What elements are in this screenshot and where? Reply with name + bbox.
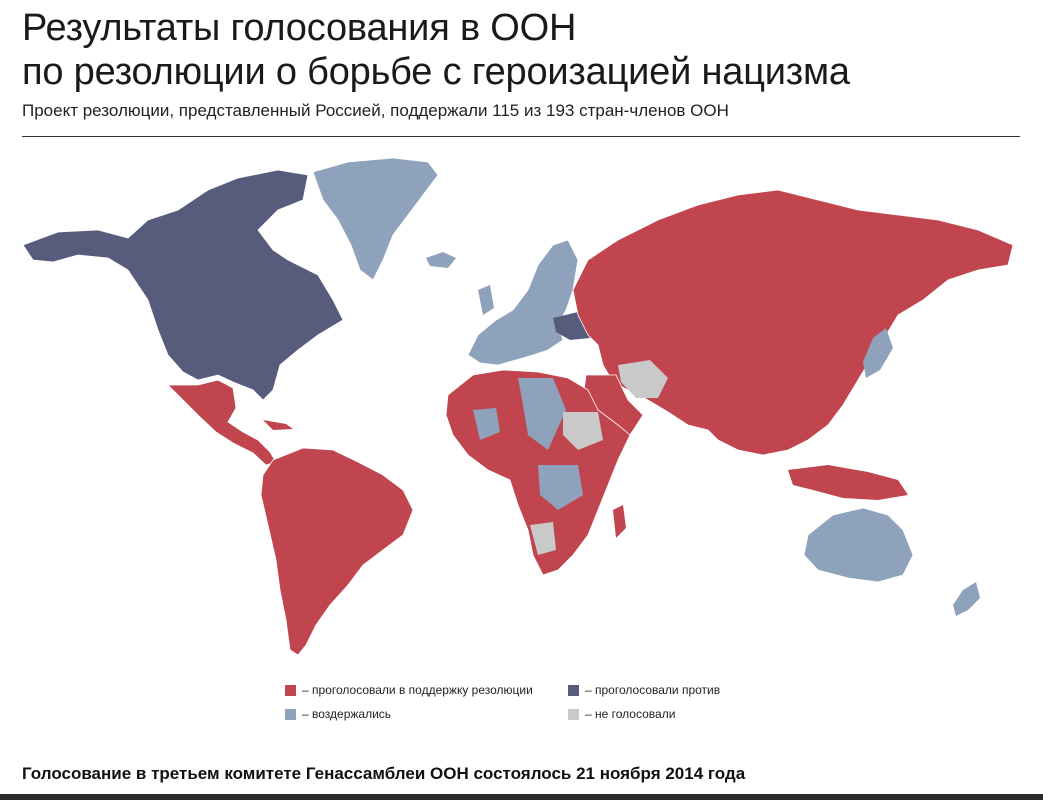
- legend-label-support: – проголосовали в поддержку резолюции: [302, 683, 533, 697]
- bottom-bar: [0, 794, 1043, 800]
- legend-item-against: – проголосовали против: [568, 683, 720, 697]
- region-new-zealand: [953, 582, 980, 616]
- region-madagascar: [613, 505, 626, 538]
- region-japan: [863, 328, 893, 378]
- region-uk: [478, 285, 494, 315]
- region-greenland: [312, 157, 439, 281]
- page-title: Результаты голосования в ООН по резолюци…: [22, 6, 850, 94]
- region-africa-abstained-central: [538, 465, 583, 510]
- region-mexico: [167, 379, 277, 466]
- legend-swatch-support: [285, 684, 296, 696]
- region-iceland: [426, 252, 456, 268]
- region-australia: [803, 507, 914, 583]
- region-africa-abstained-west: [473, 408, 500, 440]
- title-line-2: по резолюции о борьбе с героизацией наци…: [22, 51, 850, 93]
- title-line-1: Результаты голосования в ООН: [22, 7, 577, 49]
- world-map: [22, 157, 1014, 656]
- region-southeast-asia: [788, 465, 908, 500]
- legend-item-support: – проголосовали в поддержку резолюции: [285, 683, 533, 697]
- legend-label-against: – проголосовали против: [585, 683, 721, 697]
- region-africa-abstained-north: [518, 378, 566, 450]
- region-africa-novote-south: [530, 522, 556, 555]
- legend-item-no-vote: – не голосовали: [568, 707, 675, 721]
- region-south-america: [260, 447, 414, 656]
- legend-swatch-abstained: [285, 708, 296, 720]
- footer-note: Голосование в третьем комитете Генассамб…: [22, 764, 746, 783]
- legend-swatch-against: [568, 684, 579, 696]
- region-caribbean: [263, 420, 293, 430]
- legend-label-no-vote: – не голосовали: [585, 707, 676, 721]
- region-iran: [618, 360, 668, 398]
- region-africa-novote-east: [563, 412, 603, 450]
- legend-swatch-no-vote: [568, 708, 579, 720]
- subtitle: Проект резолюции, представленный Россией…: [22, 101, 729, 120]
- region-north-america: [22, 169, 344, 401]
- divider: [22, 136, 1020, 137]
- legend-item-abstained: – воздержались: [285, 707, 391, 721]
- legend-label-abstained: – воздержались: [302, 707, 392, 721]
